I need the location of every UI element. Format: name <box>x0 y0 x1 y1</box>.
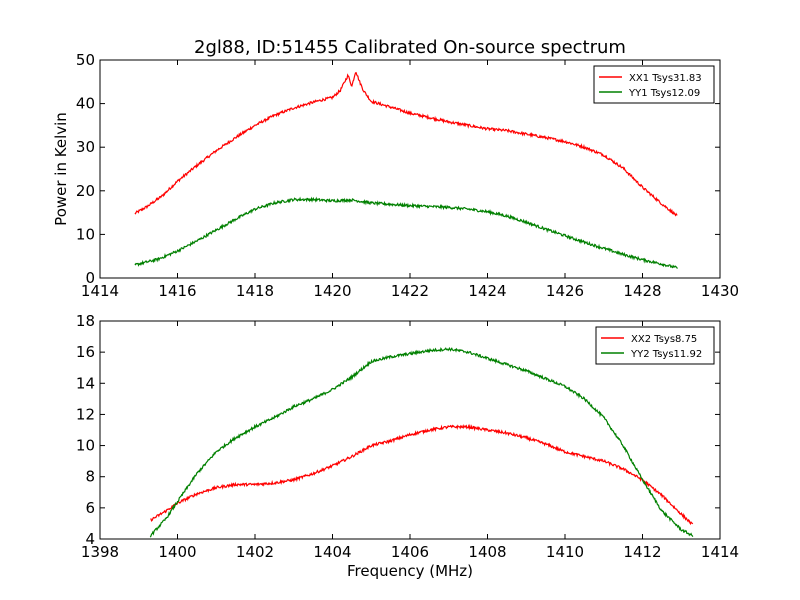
legend-box <box>593 65 715 104</box>
bottom-panel: 1398 1400 1402 1404 1406 1408 1410 1412 14144681… <box>76 312 739 580</box>
x-tick-label: 1414 <box>81 282 119 300</box>
x-tick-label: 1420 <box>313 282 351 300</box>
y-axis-label: Power in Kelvin <box>52 112 70 226</box>
y-tick-label: 0 <box>85 269 95 287</box>
y-tick-label: 18 <box>76 312 95 330</box>
y-tick-label: 40 <box>76 95 95 113</box>
chart-title: 2gl88, ID:51455 Calibrated On-source spe… <box>194 37 626 58</box>
y-tick-label: 14 <box>76 374 95 392</box>
y-tick-label: 16 <box>76 343 95 361</box>
y-tick-label: 30 <box>76 138 95 156</box>
x-tick-label: 1398 <box>81 543 119 561</box>
y-tick-label: 20 <box>76 182 95 200</box>
x-tick-label: 1430 <box>701 282 739 300</box>
series-line-xx2 <box>150 423 694 526</box>
legend-entry: XX2 Tsys8.75 <box>631 334 697 345</box>
legend-entry: YY2 Tsys11.92 <box>630 349 702 360</box>
x-tick-label: 1412 <box>623 543 661 561</box>
x-tick-label: 1410 <box>546 543 584 561</box>
x-tick-label: 1428 <box>623 282 661 300</box>
legend-entry: YY1 Tsys12.09 <box>628 88 700 99</box>
x-tick-label: 1426 <box>546 282 584 300</box>
x-tick-label: 1400 <box>158 543 196 561</box>
legend-entry: XX1 Tsys31.83 <box>629 73 702 84</box>
x-tick-label: 1422 <box>391 282 429 300</box>
x-tick-label: 1404 <box>313 543 351 561</box>
y-tick-label: 10 <box>76 437 95 455</box>
y-tick-label: 12 <box>76 405 95 423</box>
x-tick-label: 1424 <box>468 282 506 300</box>
x-tick-label: 1408 <box>468 543 506 561</box>
y-tick-label: 8 <box>85 468 95 486</box>
y-tick-label: 10 <box>76 225 95 243</box>
series-line-yy2 <box>149 346 694 538</box>
legend: XX1 Tsys31.83 YY1 Tsys12.09 <box>593 65 715 104</box>
y-tick-label: 50 <box>76 51 95 69</box>
y-tick-label: 4 <box>85 530 95 548</box>
y-tick-label: 6 <box>85 499 95 517</box>
top-panel: 1414 1416 1418 1420 1422 1424 1426 1428 1430 0 10 2… <box>52 51 739 300</box>
legend: XX2 Tsys8.75 YY2 Tsys11.92 <box>595 326 715 365</box>
x-tick-label: 1414 <box>701 543 739 561</box>
x-axis-label: Frequency (MHz) <box>347 562 473 580</box>
x-tick-label: 1416 <box>158 282 196 300</box>
series-line-xx1 <box>134 71 678 217</box>
series-line-yy1 <box>134 196 678 269</box>
x-tick-label: 1402 <box>236 543 274 561</box>
legend-box <box>595 326 715 365</box>
x-tick-label: 1418 <box>236 282 274 300</box>
x-tick-label: 1406 <box>391 543 429 561</box>
